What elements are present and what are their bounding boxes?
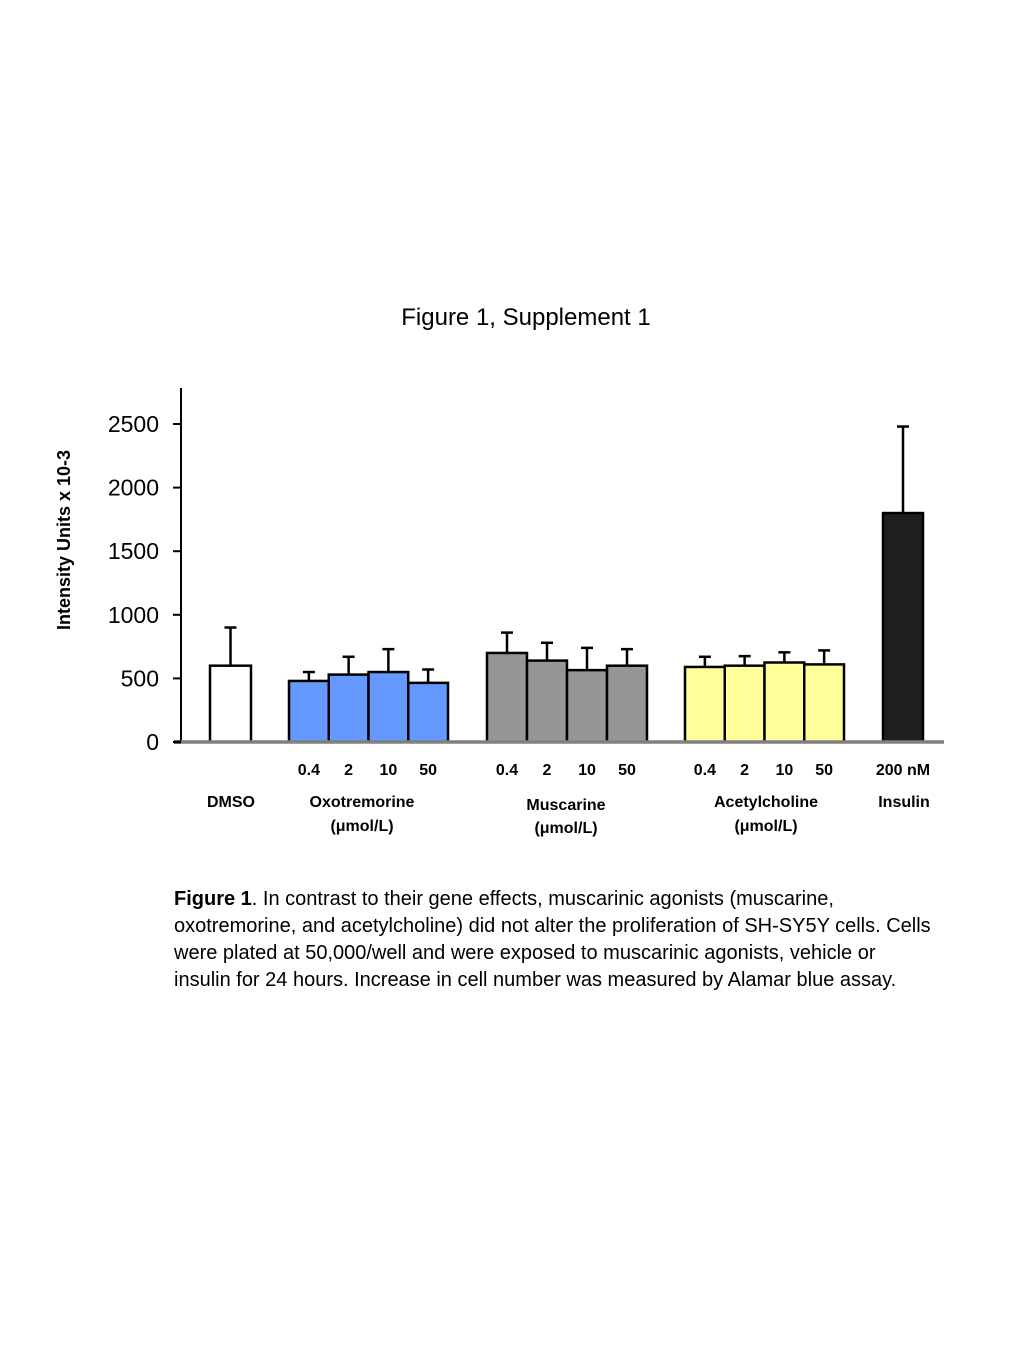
group-unit-label: (μmol/L) <box>734 818 797 835</box>
y-tick-label: 2500 <box>108 411 159 437</box>
bar <box>803 663 846 744</box>
caption-text: . In contrast to their gene effects, mus… <box>174 888 931 991</box>
group-label: Oxotremorine <box>310 794 415 811</box>
dose-tick-label: 10 <box>578 762 596 779</box>
bar <box>683 665 726 744</box>
group-unit-label: (μmol/L) <box>330 818 393 835</box>
dose-tick-label: 2 <box>543 762 552 779</box>
bar <box>407 681 450 744</box>
bar <box>605 664 649 744</box>
dose-tick-label: 50 <box>618 762 636 779</box>
group-unit-label: (μmol/L) <box>534 820 597 837</box>
bar <box>367 670 410 744</box>
dose-tick-label: 0.4 <box>298 762 320 779</box>
y-tick-label: 1000 <box>108 602 159 628</box>
group-label: Acetylcholine <box>714 794 818 811</box>
dose-tick-label: 2 <box>344 762 353 779</box>
bar <box>763 661 806 744</box>
bar <box>287 679 330 744</box>
bar <box>881 511 925 744</box>
bar <box>208 664 253 744</box>
bar-chart: 0 500 1000 1500 2000 2500 Intensity Units x 10… <box>54 388 944 837</box>
dose-tick-label: 0.4 <box>694 762 716 779</box>
caption-lead: Figure 1 <box>174 888 252 910</box>
y-tick-label: 1500 <box>108 538 159 564</box>
bar <box>565 668 609 744</box>
y-axis-label: Intensity Units x 10-3 <box>54 450 74 630</box>
group-label: Insulin <box>878 794 930 811</box>
dose-tick-label: 50 <box>419 762 437 779</box>
group-label: Muscarine <box>526 797 605 814</box>
dose-tick-label: 2 <box>740 762 749 779</box>
figure-caption: Figure 1. In contrast to their gene effe… <box>174 886 934 994</box>
dose-tick-label: 10 <box>379 762 397 779</box>
bar <box>485 651 529 744</box>
page-title: Figure 1, Supplement 1 <box>401 304 651 331</box>
bar <box>327 673 370 744</box>
dose-tick-label: 10 <box>775 762 793 779</box>
group-label: DMSO <box>207 794 255 811</box>
dose-tick-label: 50 <box>815 762 833 779</box>
bar <box>525 659 569 744</box>
y-tick-label: 2000 <box>108 475 159 501</box>
y-tick-label: 0 <box>146 729 159 755</box>
dose-tick-label: 200 nM <box>876 762 930 779</box>
dose-tick-label: 0.4 <box>496 762 518 779</box>
y-tick-label: 500 <box>121 665 159 691</box>
bar <box>723 664 766 744</box>
